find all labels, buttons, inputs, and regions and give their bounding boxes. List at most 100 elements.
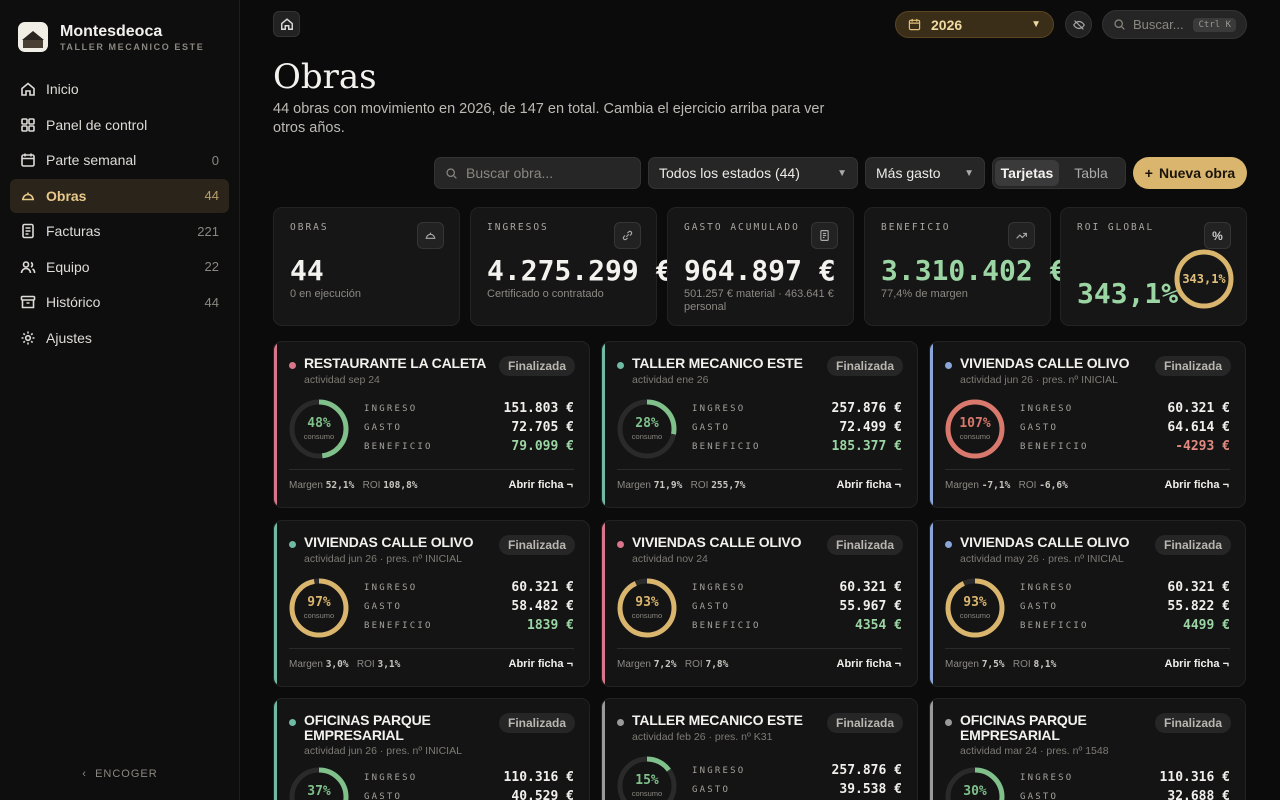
- ingreso-label: INGRESO: [692, 766, 746, 776]
- kpi-card-beneficio: BENEFICIO 3.310.402 €77,4% de margen: [864, 207, 1066, 326]
- roi-ring: 343,1%: [1173, 248, 1235, 310]
- new-obra-button[interactable]: + Nueva obra: [1133, 157, 1247, 189]
- users-icon: [20, 259, 36, 275]
- obra-activity: actividad feb 26 · pres. nº K31: [632, 731, 773, 743]
- consumo-percent: 97%: [307, 595, 331, 610]
- status-strip: [930, 342, 933, 507]
- sidebar-item-count: 221: [197, 223, 219, 239]
- archive-icon: [20, 294, 36, 310]
- chevron-left-icon: ‹: [82, 768, 96, 780]
- margen-label: Margen: [289, 659, 323, 670]
- kpi-value: 44: [290, 254, 324, 287]
- consumo-label: consumo: [631, 432, 663, 441]
- card-divider: [617, 648, 902, 649]
- gasto-label: GASTO: [364, 423, 403, 433]
- kpi-subtext: 0 en ejecución: [290, 288, 361, 300]
- roi-value: 255,7%: [711, 480, 746, 491]
- consumo-label: consumo: [959, 432, 991, 441]
- ingreso-value: 110.316 €: [1159, 770, 1230, 785]
- status-strip: [602, 521, 605, 686]
- kpi-subtext: 501.257 € material · 463.641 € personal: [684, 288, 834, 313]
- ingreso-value: 257.876 €: [831, 401, 902, 416]
- hide-amounts-button[interactable]: [1065, 11, 1092, 38]
- obra-card[interactable]: VIVIENDAS CALLE OLIVO actividad jun 26 · …: [929, 341, 1246, 508]
- obra-name: TALLER MECANICO ESTE: [632, 712, 803, 728]
- roi-ring-label: 343,1%: [1182, 272, 1226, 286]
- page-title: Obras: [273, 57, 377, 97]
- open-ficha-link[interactable]: Abrir ficha ¬: [1164, 658, 1230, 670]
- ingreso-label: INGRESO: [692, 404, 746, 414]
- new-obra-label: Nueva obra: [1158, 165, 1236, 181]
- open-ficha-link[interactable]: Abrir ficha ¬: [1164, 479, 1230, 491]
- chevron-down-icon: ▼: [1031, 19, 1041, 30]
- ingreso-label: INGRESO: [1020, 404, 1074, 414]
- gasto-value: 72.499 €: [839, 420, 902, 435]
- brand-logo: [18, 22, 48, 52]
- status-strip: [274, 699, 277, 800]
- obra-card[interactable]: VIVIENDAS CALLE OLIVO actividad may 26 · …: [929, 520, 1246, 687]
- obra-card[interactable]: RESTAURANTE LA CALETA actividad sep 24 Fin…: [273, 341, 590, 508]
- margen-value: 3,0%: [325, 659, 349, 670]
- chevron-down-icon: ▼: [837, 167, 847, 179]
- global-search[interactable]: Buscar... Ctrl K: [1102, 10, 1247, 39]
- obra-search-input[interactable]: Buscar obra...: [434, 157, 641, 189]
- obra-name: VIVIENDAS CALLE OLIVO: [304, 534, 474, 550]
- roi-label: ROI: [1018, 480, 1037, 491]
- sort-select[interactable]: Más gasto ▼: [865, 157, 985, 189]
- consumo-percent: 30%: [963, 784, 987, 799]
- sidebar-item-historico[interactable]: Histórico 44: [10, 285, 229, 319]
- obra-card[interactable]: OFICINAS PARQUE EMPRESARIAL actividad jun…: [273, 698, 590, 800]
- obra-activity: actividad may 26 · pres. nº INICIAL: [960, 553, 1124, 565]
- kpi-card-roi-global: ROI GLOBAL% 343,1% 343,1%: [1060, 207, 1247, 326]
- consumo-label: consumo: [303, 432, 335, 441]
- status-strip: [930, 521, 933, 686]
- sidebar-item-facturas[interactable]: Facturas 221: [10, 214, 229, 248]
- obra-activity: actividad mar 24 · pres. nº 1548: [960, 745, 1109, 757]
- collapse-sidebar-button[interactable]: ‹ ENCOGER: [0, 768, 240, 780]
- card-footer: Margen 7,5% ROI 8,1%: [945, 659, 1056, 670]
- ingreso-label: INGRESO: [1020, 583, 1074, 593]
- plus-icon: +: [1144, 165, 1153, 181]
- obra-card[interactable]: OFICINAS PARQUE EMPRESARIAL actividad mar…: [929, 698, 1246, 800]
- open-ficha-link[interactable]: Abrir ficha ¬: [836, 658, 902, 670]
- roi-label: ROI: [690, 480, 709, 491]
- grid-icon: [20, 117, 36, 133]
- chevron-down-icon: ▼: [964, 167, 974, 179]
- home-button[interactable]: [273, 11, 300, 37]
- margen-value: 71,9%: [653, 480, 683, 491]
- year-select[interactable]: 2026 ▼: [895, 11, 1054, 38]
- state-filter-select[interactable]: Todos los estados (44) ▼: [648, 157, 858, 189]
- helmet-icon: [417, 222, 444, 249]
- ingreso-value: 60.321 €: [839, 580, 902, 595]
- sidebar-item-ajustes[interactable]: Ajustes: [10, 321, 229, 355]
- open-ficha-link[interactable]: Abrir ficha ¬: [836, 479, 902, 491]
- status-dot: [617, 541, 624, 548]
- view-table-option[interactable]: Tabla: [1074, 165, 1108, 181]
- margen-value: 52,1%: [325, 480, 355, 491]
- obra-card[interactable]: TALLER MECANICO ESTE actividad ene 26 Fina…: [601, 341, 918, 508]
- sidebar-item-parte-semanal[interactable]: Parte semanal 0: [10, 143, 229, 177]
- open-ficha-link[interactable]: Abrir ficha ¬: [508, 479, 574, 491]
- search-icon: [1114, 19, 1125, 30]
- open-ficha-link[interactable]: Abrir ficha ¬: [508, 658, 574, 670]
- obra-activity: actividad ene 26: [632, 374, 709, 386]
- consumo-percent: 37%: [307, 784, 331, 799]
- kpi-value: 4.275.299 €: [487, 254, 673, 287]
- ingreso-label: INGRESO: [692, 583, 746, 593]
- status-dot: [617, 362, 624, 369]
- sidebar-item-equipo[interactable]: Equipo 22: [10, 250, 229, 284]
- obra-card[interactable]: VIVIENDAS CALLE OLIVO actividad jun 26 · …: [273, 520, 590, 687]
- brand[interactable]: Montesdeoca TALLER MECANICO ESTE: [0, 0, 239, 54]
- roi-label: ROI: [684, 659, 703, 670]
- obra-card[interactable]: VIVIENDAS CALLE OLIVO actividad nov 24 Fin…: [601, 520, 918, 687]
- status-badge: Finalizada: [1154, 356, 1231, 376]
- view-cards-option[interactable]: Tarjetas: [995, 160, 1059, 186]
- obra-activity: actividad jun 26 · pres. nº INICIAL: [304, 553, 462, 565]
- sidebar-item-panel-de-control[interactable]: Panel de control: [10, 108, 229, 142]
- brand-name: Montesdeoca: [60, 22, 163, 40]
- obra-card[interactable]: TALLER MECANICO ESTE actividad feb 26 · p…: [601, 698, 918, 800]
- sidebar-item-inicio[interactable]: Inicio: [10, 72, 229, 106]
- ingreso-value: 60.321 €: [1167, 580, 1230, 595]
- status-strip: [930, 699, 933, 800]
- sidebar-item-obras[interactable]: Obras 44: [10, 178, 229, 213]
